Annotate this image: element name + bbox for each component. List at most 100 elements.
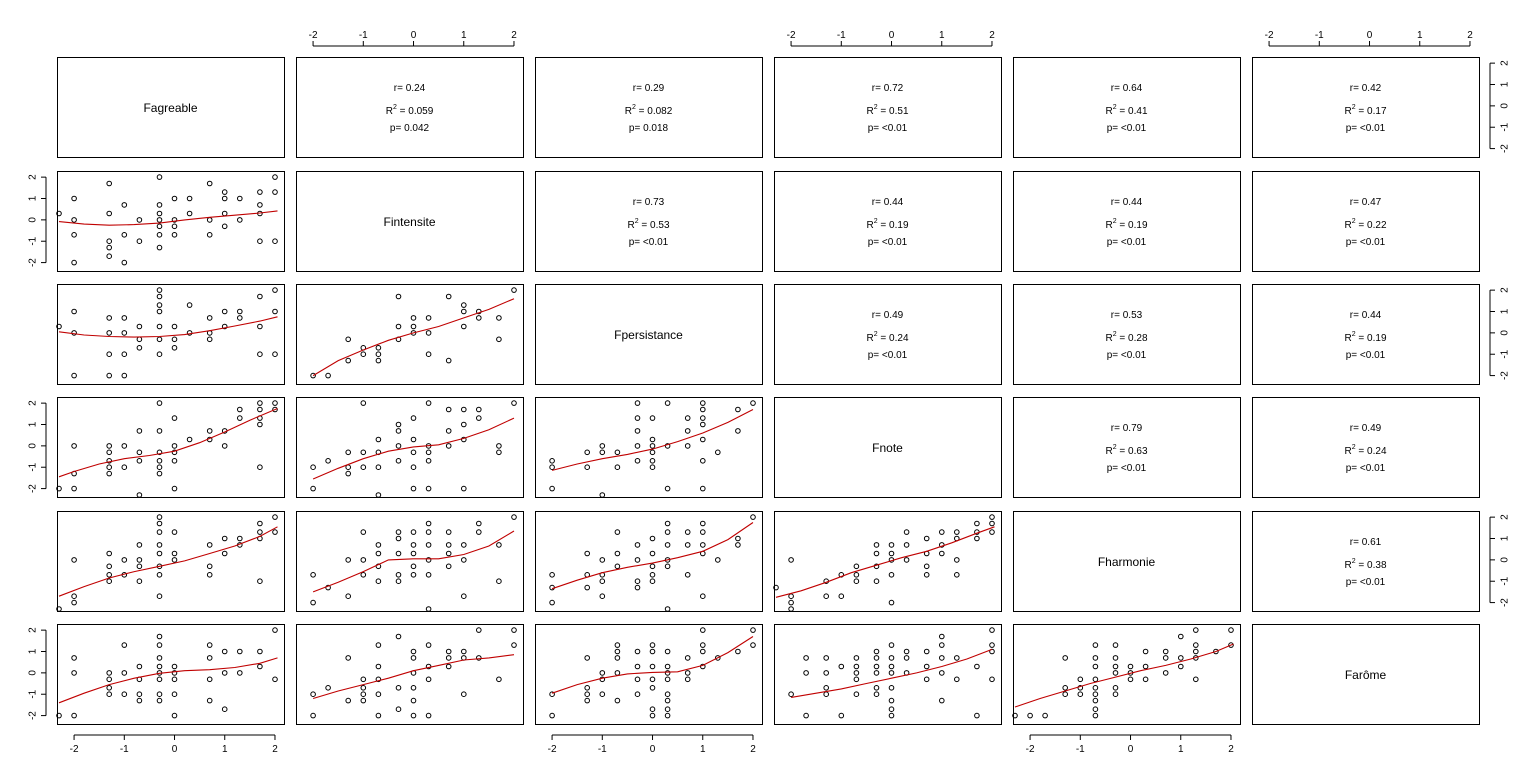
data-point: [903, 542, 910, 548]
panel-frame-r2-c4: [1013, 284, 1241, 385]
data-point: [71, 259, 77, 266]
data-point: [186, 330, 193, 336]
smooth-fit-line: [58, 210, 278, 226]
data-point: [1062, 691, 1068, 698]
smooth-fit-line: [551, 409, 754, 471]
data-point: [549, 464, 555, 471]
data-point: [325, 458, 331, 464]
data-point: [684, 415, 691, 421]
data-point: [634, 578, 641, 585]
data-point: [700, 415, 706, 421]
data-point: [221, 706, 228, 713]
data-point: [649, 685, 656, 691]
data-point: [375, 357, 382, 364]
correlation-r-squared: R2 = 0.28: [1106, 331, 1148, 344]
data-point: [206, 676, 213, 683]
r-squared-symbol: R: [1106, 220, 1113, 231]
panels-layer: Fagreable Fintensite Fpersistance Fnote Fhar…: [56, 57, 1480, 725]
data-point: [684, 676, 691, 683]
data-point: [1162, 670, 1169, 676]
r-squared-exponent: 2: [1113, 331, 1117, 338]
data-point: [410, 464, 417, 471]
data-point: [206, 563, 213, 570]
correlation-r-squared: R2 = 0.24: [867, 331, 909, 344]
data-point: [136, 345, 143, 351]
data-point: [257, 406, 263, 413]
data-point: [106, 180, 112, 187]
data-point: [1092, 655, 1099, 661]
scatter-panel-r1-c0: [56, 174, 278, 266]
r-squared-value: = 0.63: [1117, 446, 1148, 457]
r-squared-exponent: 2: [1352, 444, 1356, 451]
r-squared-exponent: 2: [1113, 104, 1117, 111]
data-point: [634, 663, 641, 670]
data-point: [410, 542, 417, 548]
data-point: [461, 406, 467, 413]
data-point: [1127, 663, 1134, 670]
data-point: [684, 529, 691, 535]
correlation-r-squared: R2 = 0.19: [867, 218, 909, 231]
data-point: [939, 670, 945, 676]
data-point: [873, 670, 880, 676]
data-point: [954, 676, 960, 683]
data-point: [873, 663, 880, 670]
data-point: [461, 302, 467, 308]
data-point: [156, 302, 163, 308]
data-point: [445, 293, 452, 300]
data-point: [549, 712, 555, 719]
data-point: [156, 572, 163, 578]
data-point: [888, 685, 895, 691]
tick-label: 2: [28, 400, 39, 406]
data-point: [106, 691, 112, 698]
data-point: [853, 691, 860, 698]
tick-label: 2: [28, 174, 39, 180]
data-point: [395, 572, 402, 578]
r-squared-value: = 0.24: [878, 333, 909, 344]
data-point: [614, 670, 621, 676]
smooth-fit-line: [312, 530, 515, 593]
data-point: [496, 336, 502, 343]
data-point: [156, 202, 163, 208]
data-point: [1092, 642, 1099, 648]
data-point: [375, 345, 382, 351]
data-point: [360, 529, 367, 535]
data-point: [360, 697, 367, 704]
data-point: [272, 400, 278, 406]
data-point: [206, 655, 213, 661]
data-point: [923, 648, 930, 655]
data-point: [410, 563, 417, 570]
data-point: [171, 415, 178, 421]
data-point: [888, 670, 895, 676]
data-point: [1142, 676, 1149, 683]
data-point: [136, 663, 143, 670]
r-squared-value: = 0.19: [1117, 220, 1148, 231]
data-point: [700, 485, 706, 492]
tick-label: 0: [1500, 330, 1511, 336]
data-point: [888, 663, 895, 670]
panel-frame-r2-c1: [296, 284, 524, 385]
data-point: [700, 421, 706, 428]
data-point: [136, 578, 143, 585]
data-point: [1077, 676, 1084, 683]
data-point: [395, 458, 402, 464]
variable-label: Fagreable: [143, 101, 197, 115]
data-point: [257, 400, 263, 406]
data-point: [272, 676, 278, 683]
data-point: [156, 633, 163, 640]
correlation-p: p= <0.01: [1346, 577, 1386, 588]
data-point: [121, 202, 128, 208]
data-point: [106, 550, 112, 557]
data-point: [750, 514, 756, 520]
data-point: [136, 323, 143, 330]
data-point: [106, 449, 112, 456]
data-point: [425, 458, 432, 464]
data-point: [888, 550, 895, 557]
data-point: [345, 697, 352, 704]
data-point: [345, 336, 352, 343]
data-point: [121, 315, 128, 321]
data-point: [136, 557, 143, 563]
data-point: [345, 470, 352, 477]
data-point: [649, 663, 656, 670]
data-point: [989, 520, 995, 527]
data-point: [395, 685, 402, 691]
